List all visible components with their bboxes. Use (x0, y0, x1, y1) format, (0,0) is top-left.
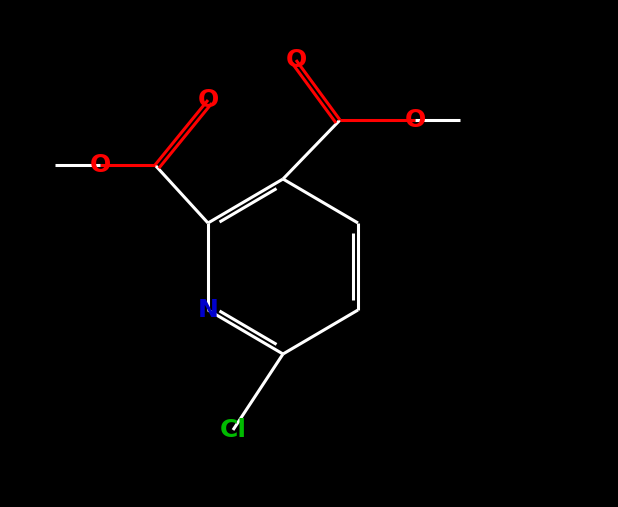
Text: O: O (197, 88, 219, 112)
Text: O: O (90, 153, 111, 177)
Text: O: O (286, 48, 307, 72)
Text: O: O (404, 108, 426, 132)
Text: Cl: Cl (219, 418, 247, 442)
Text: N: N (198, 298, 218, 322)
